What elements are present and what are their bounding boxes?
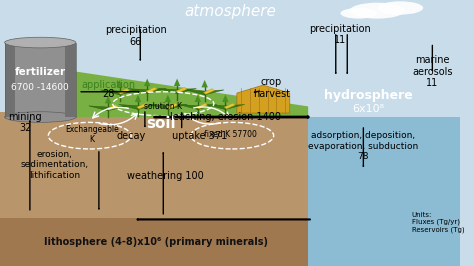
- Bar: [5, 43, 76, 117]
- Polygon shape: [144, 79, 150, 86]
- Polygon shape: [177, 89, 196, 94]
- Polygon shape: [197, 103, 208, 109]
- Polygon shape: [206, 105, 225, 110]
- Polygon shape: [178, 105, 198, 110]
- Ellipse shape: [349, 3, 405, 19]
- Polygon shape: [185, 90, 205, 95]
- Text: weathering 100: weathering 100: [127, 171, 204, 181]
- Text: adsorption, deposition,
evaporation, subduction
78: adsorption, deposition, evaporation, sub…: [308, 131, 419, 161]
- Polygon shape: [224, 103, 235, 109]
- Bar: [308, 117, 460, 218]
- Polygon shape: [118, 105, 138, 110]
- Text: marine
aerosols
11: marine aerosols 11: [412, 55, 453, 88]
- Text: 6x10⁸: 6x10⁸: [352, 104, 384, 114]
- Polygon shape: [148, 105, 168, 110]
- Ellipse shape: [5, 112, 76, 122]
- Bar: [65, 43, 76, 117]
- Polygon shape: [205, 90, 224, 95]
- Text: mining
32: mining 32: [9, 111, 42, 133]
- Text: crop
harvest: crop harvest: [253, 77, 290, 99]
- Ellipse shape: [340, 8, 377, 19]
- Polygon shape: [198, 105, 217, 110]
- Polygon shape: [176, 87, 187, 93]
- Text: precipitation
11: precipitation 11: [310, 24, 371, 45]
- Text: erosion,
sedimentation,
lithification: erosion, sedimentation, lithification: [20, 150, 88, 180]
- Polygon shape: [128, 89, 147, 94]
- Polygon shape: [168, 105, 187, 110]
- Text: hydrosphere: hydrosphere: [324, 89, 412, 102]
- Polygon shape: [89, 106, 108, 111]
- Polygon shape: [116, 80, 123, 88]
- Text: lithosphere (4-8)x10⁶ (primary minerals): lithosphere (4-8)x10⁶ (primary minerals): [45, 237, 268, 247]
- Text: uptake 371: uptake 371: [173, 131, 228, 141]
- Polygon shape: [135, 95, 141, 102]
- Bar: [5, 43, 15, 117]
- Text: solution K: solution K: [144, 102, 182, 111]
- Polygon shape: [119, 90, 139, 95]
- Polygon shape: [147, 89, 166, 94]
- Polygon shape: [174, 79, 180, 86]
- Polygon shape: [194, 95, 201, 102]
- Ellipse shape: [377, 1, 423, 15]
- Text: Units:
Fluxes (Tg/yr)
Reservoirs (Tg): Units: Fluxes (Tg/yr) Reservoirs (Tg): [411, 212, 464, 232]
- Text: precipitation
66: precipitation 66: [105, 25, 166, 47]
- Polygon shape: [138, 105, 157, 110]
- Text: fertilizer: fertilizer: [15, 67, 66, 77]
- Ellipse shape: [5, 37, 76, 48]
- Polygon shape: [237, 85, 290, 113]
- Polygon shape: [118, 89, 129, 94]
- Polygon shape: [100, 90, 119, 95]
- Polygon shape: [225, 105, 245, 110]
- Polygon shape: [60, 69, 308, 117]
- Text: soil: soil: [146, 116, 176, 131]
- Polygon shape: [107, 105, 118, 110]
- Polygon shape: [167, 103, 178, 109]
- Polygon shape: [146, 87, 157, 93]
- Polygon shape: [105, 96, 111, 103]
- Text: leaching, erosion 1400: leaching, erosion 1400: [170, 112, 281, 122]
- Polygon shape: [222, 95, 228, 102]
- Text: Exchangeable
K: Exchangeable K: [65, 125, 119, 144]
- Text: atmosphere: atmosphere: [184, 5, 276, 19]
- Polygon shape: [108, 106, 128, 111]
- Bar: [308, 218, 460, 266]
- Polygon shape: [164, 95, 171, 102]
- Polygon shape: [137, 103, 148, 109]
- Polygon shape: [204, 89, 214, 94]
- Text: 6700 -14600: 6700 -14600: [11, 83, 69, 92]
- Bar: [0, 218, 460, 266]
- Polygon shape: [158, 89, 177, 94]
- Polygon shape: [201, 80, 208, 88]
- Text: 28: 28: [102, 89, 114, 99]
- Text: application: application: [81, 80, 135, 90]
- Bar: [0, 112, 308, 218]
- Text: decay: decay: [117, 131, 146, 141]
- Text: fixed K 57700: fixed K 57700: [203, 130, 256, 139]
